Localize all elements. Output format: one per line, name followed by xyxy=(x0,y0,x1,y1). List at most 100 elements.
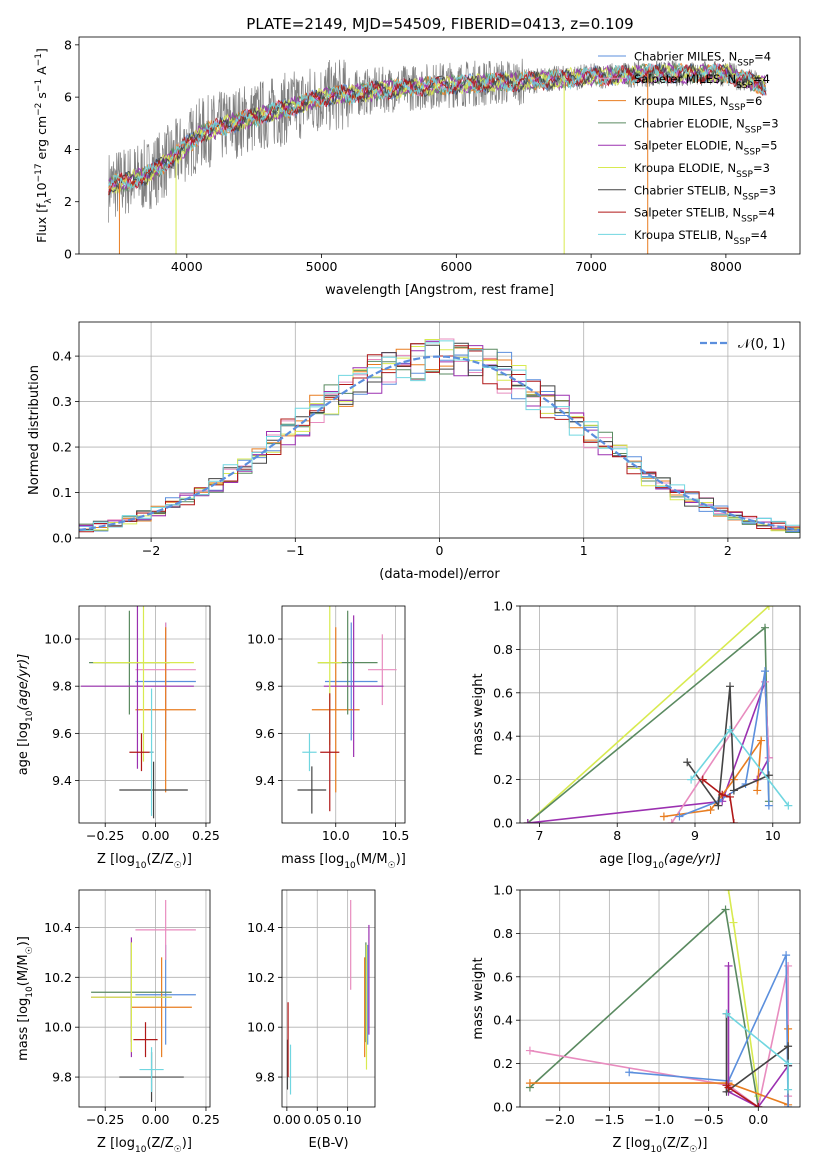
y-tick-label: 0.6 xyxy=(493,969,513,984)
weight-marker xyxy=(764,801,773,810)
weight-marker xyxy=(729,786,738,795)
weight_vs_age-panel: 7 8 9 10 0.0 0.2 0.4 0.6 0.8 1.0 age [log10(age/yr… xyxy=(471,599,801,871)
weight-marker xyxy=(718,790,727,799)
x-axis-label: E(B-V) xyxy=(308,1136,348,1151)
x-tick-label: −0.25 xyxy=(86,828,124,843)
x-tick-label: 5000 xyxy=(306,259,338,274)
weight-line xyxy=(702,778,735,823)
weight-marker xyxy=(764,753,773,762)
observed-spectrum xyxy=(108,58,767,223)
x-tick-label: 0.10 xyxy=(334,1112,362,1127)
weight-marker xyxy=(523,819,532,823)
y-tick-label: 9.4 xyxy=(255,773,275,788)
weight-line xyxy=(727,966,789,1107)
x-axis-label: (data-model)/error xyxy=(379,567,500,582)
x-tick-label: 6000 xyxy=(440,259,472,274)
figure-title: PLATE=2149, MJD=54509, FIBERID=0413, z=0… xyxy=(246,15,633,33)
y-tick-label: 0.0 xyxy=(493,816,513,831)
y-axis-label: age [log10(age/yr)] xyxy=(16,654,35,776)
weight-marker xyxy=(784,961,793,970)
axes-frame xyxy=(519,889,801,1108)
weight-marker xyxy=(525,1079,534,1088)
x-tick-label: −0.25 xyxy=(86,1112,124,1127)
legend-entry: Salpeter STELIB, NSSP=4 xyxy=(634,206,775,225)
weight-line xyxy=(629,954,789,1107)
weight-marker xyxy=(784,1103,793,1107)
weight-marker xyxy=(698,775,707,784)
y-tick-label: 6 xyxy=(64,90,72,105)
x-tick-label: 4000 xyxy=(171,259,203,274)
y-tick-label: 9.8 xyxy=(255,1070,275,1085)
weight-marker xyxy=(784,801,793,810)
y-tick-label: 10.4 xyxy=(44,920,72,935)
spectrum-panel: 4000 5000 6000 7000 8000 0 2 4 6 8 wavelength [Ang… xyxy=(34,36,801,298)
y-tick-label: 0.2 xyxy=(493,1056,513,1071)
y-axis-label: Flux [fλ10−17 erg cm−2 s−1 A−1] xyxy=(34,48,54,243)
x-tick-label: 9 xyxy=(691,828,699,843)
weight-marker xyxy=(659,812,668,821)
weight-marker xyxy=(683,758,692,767)
weight-marker xyxy=(764,606,773,610)
x-tick-label: 2 xyxy=(724,543,732,558)
axes-frame xyxy=(78,605,211,824)
x-tick-label: 7000 xyxy=(575,259,607,274)
axes-frame xyxy=(281,889,376,1108)
x-tick-label: −1.0 xyxy=(644,1112,674,1127)
weight-marker xyxy=(721,905,730,914)
y-tick-label: 9.6 xyxy=(52,726,72,741)
y-tick-label: 0.0 xyxy=(52,531,72,546)
weight-marker xyxy=(687,775,696,784)
age_vs_Z-panel: −0.25 0.00 0.25 9.4 9.6 9.8 10.0 Z [log10(Z/Z☉)… xyxy=(16,605,220,871)
y-axis-label: mass [log10(M/M☉)] xyxy=(16,936,35,1061)
weight-marker xyxy=(761,623,769,632)
y-tick-label: 10.0 xyxy=(247,1020,275,1035)
axes-frame xyxy=(78,36,801,255)
y-tick-label: 1.0 xyxy=(493,883,513,898)
x-tick-label: 10.0 xyxy=(322,828,350,843)
x-tick-label: 0.0 xyxy=(748,1112,768,1127)
y-axis-label: mass weight xyxy=(471,957,486,1039)
x-axis-label: mass [log10(M/M☉)] xyxy=(281,852,406,871)
weight-marker xyxy=(726,682,734,691)
y-tick-label: 9.8 xyxy=(52,1070,72,1085)
legend-entry: 𝒩(0, 1) xyxy=(738,337,785,352)
x-tick-label: 0.25 xyxy=(192,828,220,843)
weight-marker xyxy=(784,1042,793,1051)
weight-marker xyxy=(757,736,766,745)
weight-marker xyxy=(726,792,734,801)
y-tick-label: 0 xyxy=(64,247,72,262)
normal-curve xyxy=(79,355,800,532)
y-tick-label: 0.8 xyxy=(493,642,513,657)
y-tick-label: 10.0 xyxy=(44,1020,72,1035)
y-tick-label: 9.4 xyxy=(52,773,72,788)
weight-marker xyxy=(782,951,791,960)
y-tick-label: 4 xyxy=(64,142,72,157)
y-tick-label: 0.2 xyxy=(52,440,72,455)
x-tick-label: 10 xyxy=(765,828,781,843)
y-tick-label: 0.0 xyxy=(493,1100,513,1115)
weight-marker xyxy=(729,918,738,927)
legend-entry: Chabrier STELIB, NSSP=3 xyxy=(634,183,776,202)
legend-entry: Chabrier ELODIE, NSSP=3 xyxy=(634,116,779,135)
weight-marker xyxy=(724,961,733,970)
y-tick-label: 9.6 xyxy=(255,726,275,741)
x-tick-label: 0 xyxy=(436,543,444,558)
histogram-step xyxy=(79,339,800,532)
weight-marker xyxy=(525,1046,534,1055)
mass_vs_Z-panel: −0.25 0.00 0.25 9.8 10.0 10.2 10.4 Z [log10(Z/Z… xyxy=(16,889,220,1155)
weight-marker xyxy=(784,1024,793,1033)
weight-marker xyxy=(784,1059,793,1068)
weight-marker xyxy=(724,1083,733,1092)
weight-marker xyxy=(706,805,715,814)
x-tick-label: 8 xyxy=(613,828,621,843)
x-tick-label: −2.0 xyxy=(545,1112,575,1127)
weight-marker xyxy=(753,786,762,795)
y-tick-label: 0.8 xyxy=(493,926,513,941)
legend-entry: Kroupa ELODIE, NSSP=3 xyxy=(634,161,770,180)
legend-entry: Kroupa STELIB, NSSP=4 xyxy=(634,228,767,247)
weight-marker xyxy=(714,801,723,810)
weight-marker xyxy=(726,725,734,734)
x-tick-label: −2 xyxy=(142,543,160,558)
legend-entry: Salpeter ELODIE, NSSP=5 xyxy=(634,139,777,158)
